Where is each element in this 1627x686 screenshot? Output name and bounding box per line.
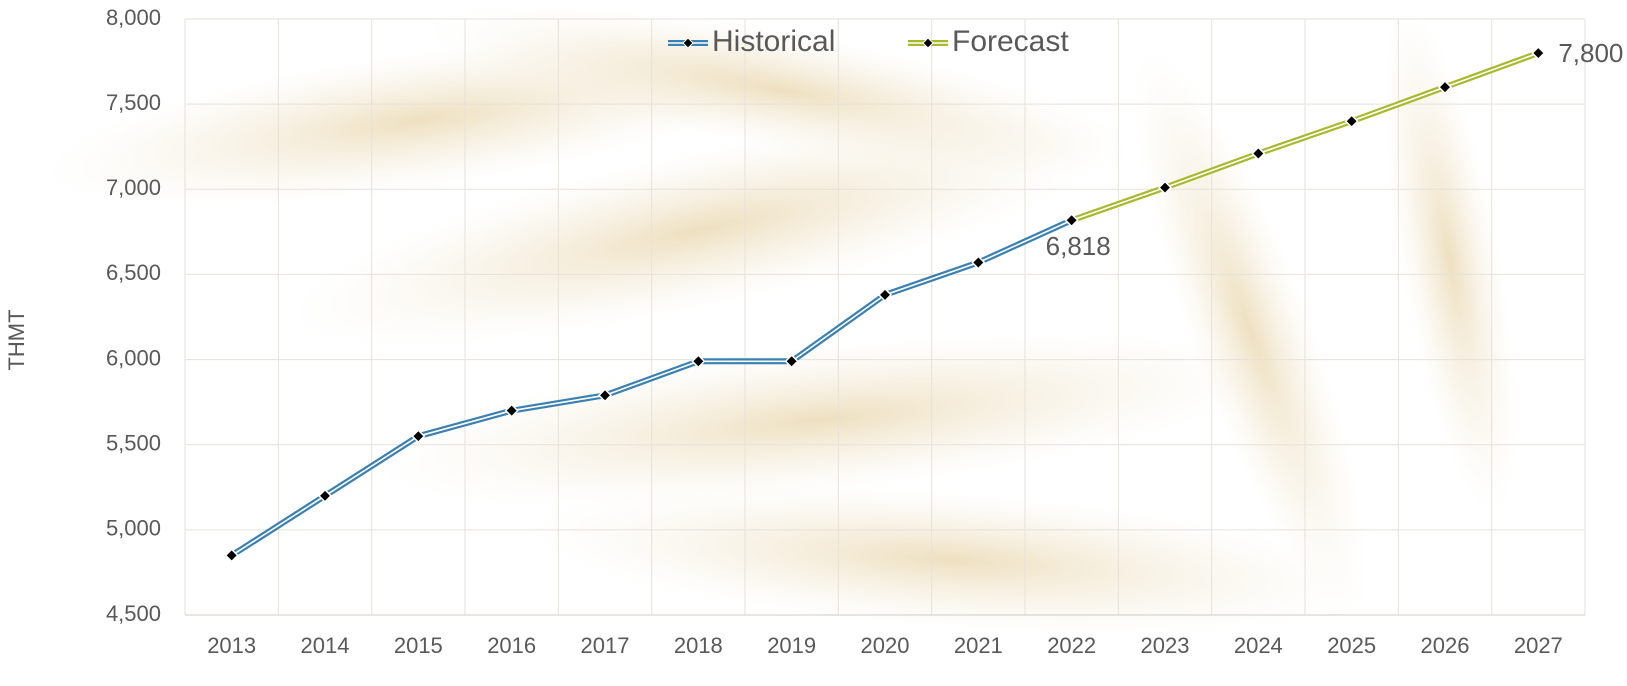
x-tick-label: 2024: [1234, 633, 1283, 658]
background: [34, 0, 1544, 659]
x-tick-label: 2026: [1421, 633, 1470, 658]
data-label: 7,800: [1558, 38, 1623, 68]
y-tick-label: 7,500: [106, 90, 161, 115]
x-tick-label: 2023: [1141, 633, 1190, 658]
x-tick-label: 2021: [954, 633, 1003, 658]
x-tick-label: 2017: [581, 633, 630, 658]
y-tick-label: 8,000: [106, 5, 161, 30]
y-tick-label: 6,500: [106, 260, 161, 285]
y-tick-label: 6,000: [106, 345, 161, 370]
y-tick-label: 5,000: [106, 516, 161, 541]
x-tick-label: 2013: [207, 633, 256, 658]
y-axis-label: THMT: [4, 309, 29, 370]
x-tick-label: 2027: [1514, 633, 1563, 658]
x-tick-label: 2020: [861, 633, 910, 658]
x-tick-label: 2016: [487, 633, 536, 658]
x-tick-label: 2025: [1327, 633, 1376, 658]
legend-text: Historical: [712, 25, 835, 58]
chart: THMT 4,500 5,000 5,500 6,000 6,500 7,000 7,500…: [0, 0, 1627, 686]
data-label: 6,818: [1046, 231, 1111, 261]
x-tick-label: 2014: [301, 633, 350, 658]
x-tick-label: 2022: [1047, 633, 1096, 658]
legend-item: Forecast: [908, 25, 1069, 58]
x-tick-label: 2019: [767, 633, 816, 658]
y-tick-label: 5,500: [106, 431, 161, 456]
legend-text: Forecast: [952, 25, 1069, 58]
x-tick-label: 2015: [394, 633, 443, 658]
x-tick-label: 2018: [674, 633, 723, 658]
y-tick-label: 4,500: [106, 601, 161, 626]
y-tick-label: 7,000: [106, 175, 161, 200]
